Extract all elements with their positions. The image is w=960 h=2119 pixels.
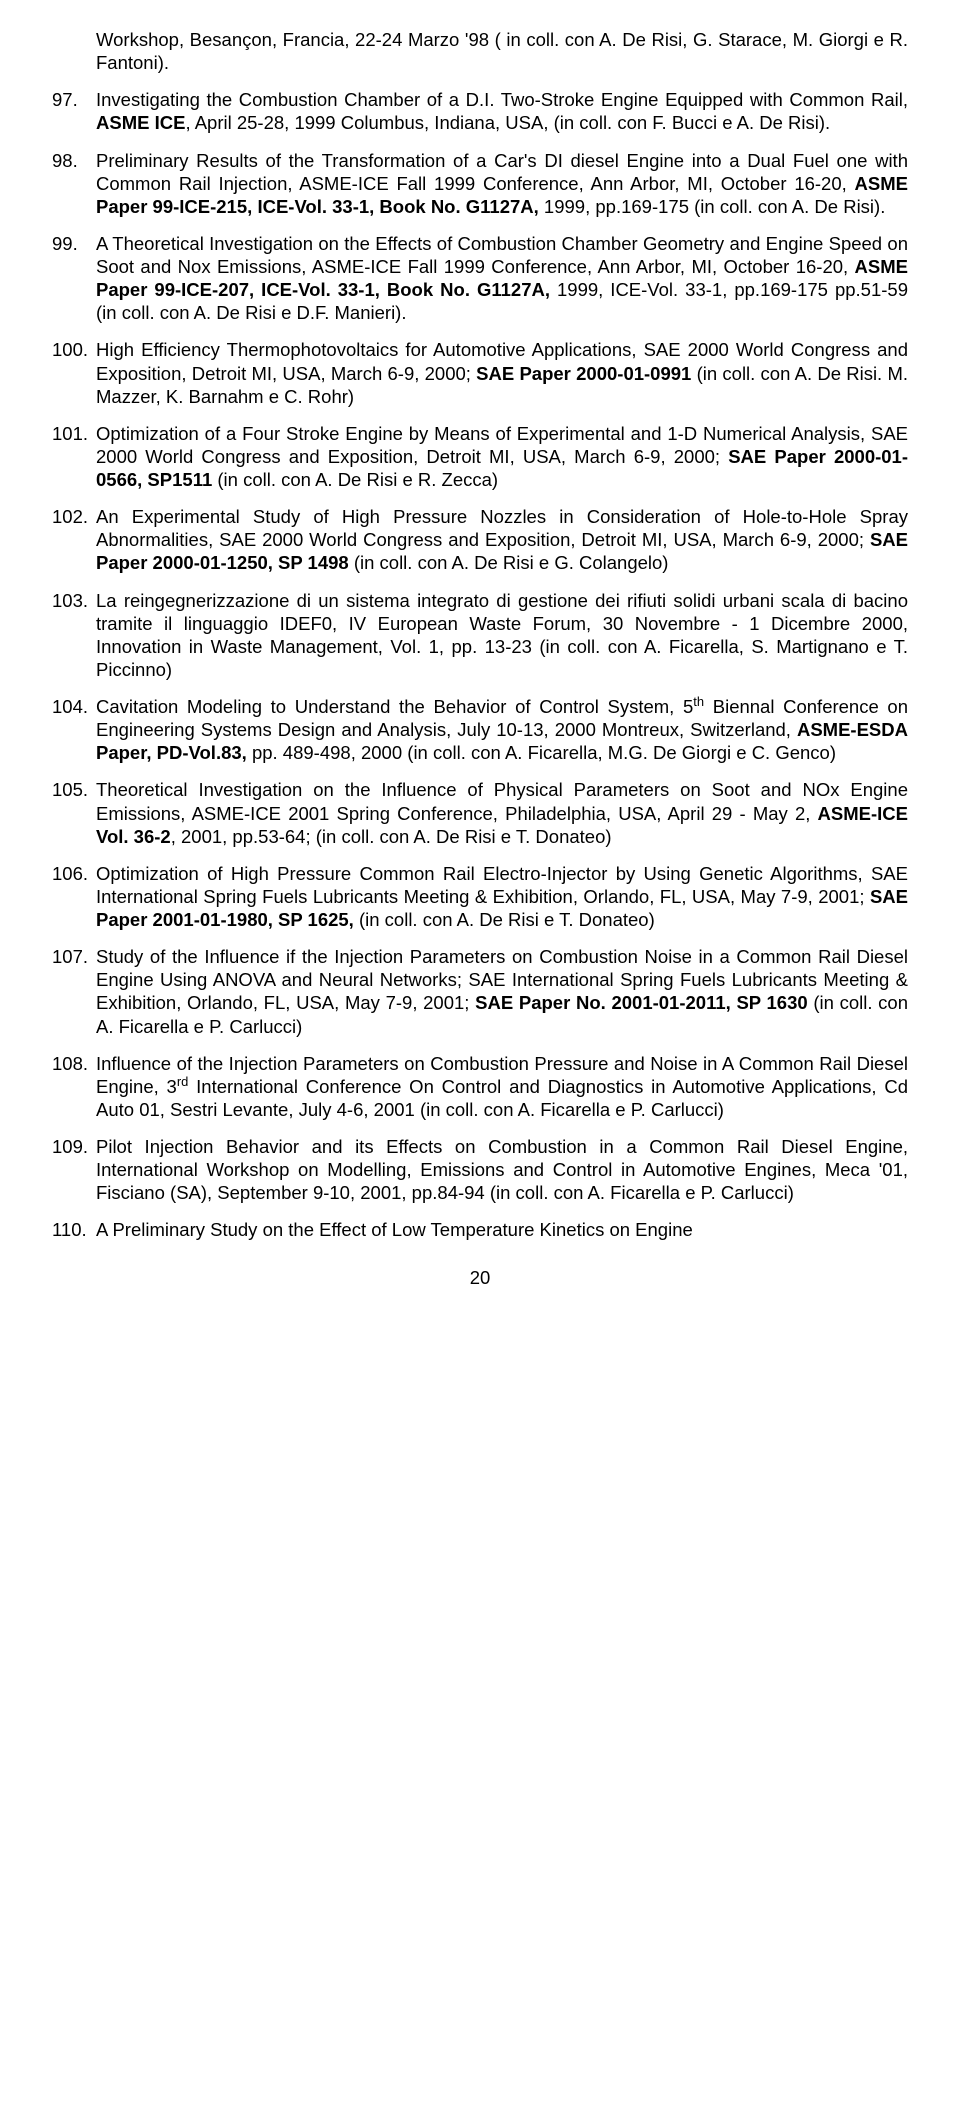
reference-item: Theoretical Investigation on the Influen… — [52, 778, 908, 847]
reference-item: A Theoretical Investigation on the Effec… — [52, 232, 908, 325]
page-number: 20 — [52, 1266, 908, 1289]
continued-text: Workshop, Besançon, Francia, 22-24 Marzo… — [96, 29, 908, 73]
ref-text-pre: Investigating the Combustion Chamber of … — [96, 89, 908, 110]
ref-text-bold: ASME ICE — [96, 112, 185, 133]
ref-text-pre: Theoretical Investigation on the Influen… — [96, 779, 908, 823]
ref-sup: th — [693, 694, 704, 709]
reference-item: Cavitation Modeling to Understand the Be… — [52, 695, 908, 764]
reference-item: An Experimental Study of High Pressure N… — [52, 505, 908, 574]
ref-text-pre: Optimization of High Pressure Common Rai… — [96, 863, 908, 907]
ref-sup: rd — [177, 1074, 189, 1089]
ref-text-post: (in coll. con A. De Risi e G. Colangelo) — [349, 552, 669, 573]
reference-item: Optimization of High Pressure Common Rai… — [52, 862, 908, 931]
reference-list: Investigating the Combustion Chamber of … — [52, 88, 908, 1241]
ref-text-post: , April 25-28, 1999 Columbus, Indiana, U… — [185, 112, 830, 133]
ref-text-bold: SAE Paper No. 2001-01-2011, SP 1630 — [475, 992, 808, 1013]
continued-paragraph: Workshop, Besançon, Francia, 22-24 Marzo… — [96, 28, 908, 74]
reference-item: High Efficiency Thermophotovoltaics for … — [52, 338, 908, 407]
reference-item: A Preliminary Study on the Effect of Low… — [52, 1218, 908, 1241]
ref-text-post: pp. 489-498, 2000 (in coll. con A. Ficar… — [247, 742, 836, 763]
reference-item: Pilot Injection Behavior and its Effects… — [52, 1135, 908, 1204]
ref-text-pre: A Theoretical Investigation on the Effec… — [96, 233, 908, 277]
ref-text-pre: An Experimental Study of High Pressure N… — [96, 506, 908, 550]
reference-item: Optimization of a Four Stroke Engine by … — [52, 422, 908, 491]
reference-item: La reingegnerizzazione di un sistema int… — [52, 589, 908, 682]
reference-item: Investigating the Combustion Chamber of … — [52, 88, 908, 134]
reference-item: Preliminary Results of the Transformatio… — [52, 149, 908, 218]
ref-text-pre: A Preliminary Study on the Effect of Low… — [96, 1219, 693, 1240]
page-number-value: 20 — [470, 1267, 491, 1288]
ref-text-pre: Preliminary Results of the Transformatio… — [96, 150, 908, 194]
ref-text-pre: Pilot Injection Behavior and its Effects… — [96, 1136, 908, 1203]
ref-text-pre: La reingegnerizzazione di un sistema int… — [96, 590, 908, 680]
ref-text-post: (in coll. con A. De Risi e T. Donateo) — [354, 909, 655, 930]
reference-item: Study of the Influence if the Injection … — [52, 945, 908, 1038]
ref-text-bold: SAE Paper 2000-01-0991 — [476, 363, 691, 384]
ref-text-post: 1999, pp.169-175 (in coll. con A. De Ris… — [539, 196, 886, 217]
ref-text-post: (in coll. con A. De Risi e R. Zecca) — [212, 469, 498, 490]
ref-text-pre2: International Conference On Control and … — [96, 1076, 908, 1120]
ref-text-post: , 2001, pp.53-64; (in coll. con A. De Ri… — [171, 826, 612, 847]
reference-item: Influence of the Injection Parameters on… — [52, 1052, 908, 1121]
ref-text-pre: Cavitation Modeling to Understand the Be… — [96, 696, 693, 717]
